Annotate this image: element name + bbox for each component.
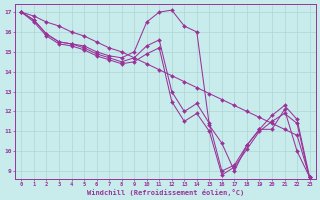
X-axis label: Windchill (Refroidissement éolien,°C): Windchill (Refroidissement éolien,°C): [87, 189, 244, 196]
